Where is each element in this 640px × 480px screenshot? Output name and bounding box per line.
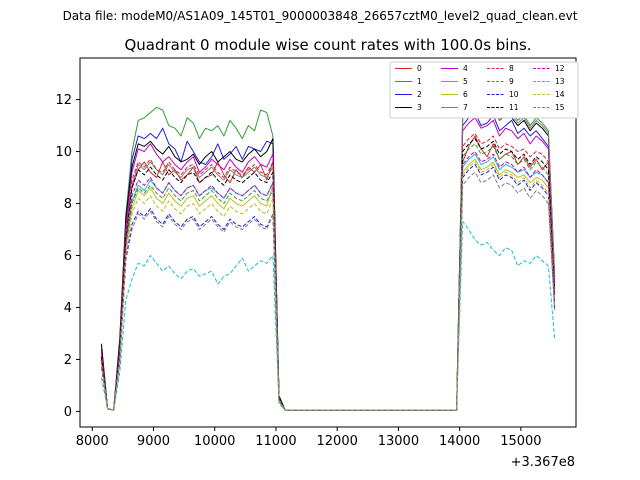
chart-title: Quadrant 0 module wise count rates with … (124, 36, 531, 54)
legend-label-12: 12 (555, 64, 565, 73)
legend-label-13: 13 (555, 77, 565, 86)
y-tick-label: 8 (64, 197, 72, 212)
legend-frame (389, 61, 579, 119)
x-tick-label: 15000 (500, 434, 541, 449)
x-tick-label: 14000 (439, 434, 480, 449)
legend-label-5: 5 (463, 77, 468, 86)
legend-label-15: 15 (555, 103, 565, 112)
legend-label-7: 7 (463, 103, 468, 112)
y-tick-label: 4 (64, 301, 72, 316)
y-tick-label: 12 (55, 93, 72, 108)
x-tick-label: 8000 (76, 434, 109, 449)
y-tick-label: 10 (55, 145, 72, 160)
series-line-11 (100, 138, 556, 411)
x-tick-label: 9000 (137, 434, 170, 449)
legend-label-8: 8 (509, 64, 514, 73)
legend-label-4: 4 (463, 64, 468, 73)
legend-label-9: 9 (509, 77, 514, 86)
series-line-12 (100, 151, 556, 411)
legend-label-2: 2 (417, 90, 422, 99)
legend-label-3: 3 (417, 103, 422, 112)
x-tick-label: 13000 (378, 434, 419, 449)
y-tick-label: 0 (64, 405, 72, 420)
figure-suptitle: Data file: modeM0/AS1A09_145T01_90000038… (63, 9, 578, 23)
series-line-14 (100, 161, 556, 411)
x-axis-offset-label: +3.367e8 (511, 455, 575, 470)
axes-frame (79, 57, 577, 428)
legend-label-6: 6 (463, 90, 468, 99)
series-line-5 (100, 153, 556, 411)
legend-label-1: 1 (417, 77, 422, 86)
legend-label-11: 11 (509, 103, 519, 112)
series-line-6 (100, 158, 556, 411)
series-line-0 (100, 135, 556, 411)
x-tick-label: 12000 (317, 434, 358, 449)
y-tick-label: 6 (64, 249, 72, 264)
legend-label-10: 10 (509, 90, 519, 99)
y-tick-label: 2 (64, 353, 72, 368)
series-line-3 (100, 104, 556, 411)
series-line-10 (100, 164, 556, 411)
plot-area: 8000 9000 10000 11000 12000 13000 14000 15000 0 2… (55, 57, 577, 449)
legend-label-0: 0 (417, 64, 422, 73)
series-line-13 (100, 221, 556, 411)
x-tick-label: 11000 (255, 434, 296, 449)
x-tick-label: 10000 (194, 434, 235, 449)
series-line-7 (100, 101, 556, 411)
series-line-15 (100, 171, 556, 411)
legend-label-14: 14 (555, 90, 565, 99)
